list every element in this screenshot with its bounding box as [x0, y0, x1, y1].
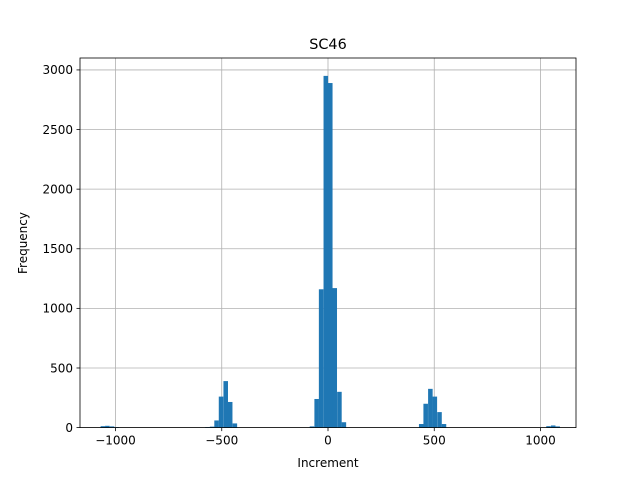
- y-tick-label: 0: [65, 421, 73, 435]
- histogram-bar: [324, 76, 329, 428]
- histogram-bar: [428, 389, 433, 428]
- histogram-bar: [419, 424, 424, 428]
- histogram-bar: [437, 412, 442, 427]
- y-tick-label: 1000: [42, 302, 73, 316]
- histogram-bar: [214, 420, 219, 427]
- x-tick-label: 1000: [525, 434, 556, 448]
- histogram-bar: [337, 392, 342, 428]
- histogram-bar: [223, 381, 228, 427]
- chart-title: SC46: [309, 37, 347, 53]
- histogram-bar: [228, 402, 233, 428]
- histogram-bar: [423, 404, 428, 428]
- x-tick-label: −1000: [95, 434, 136, 448]
- y-tick-label: 2000: [42, 182, 73, 196]
- y-tick-label: 3000: [42, 63, 73, 77]
- histogram-bar: [233, 423, 238, 427]
- y-tick-label: 500: [50, 361, 73, 375]
- x-tick-label: −500: [205, 434, 238, 448]
- histogram-bar: [342, 422, 347, 427]
- x-axis-label: Increment: [297, 456, 358, 470]
- histogram-bar: [319, 289, 324, 427]
- y-tick-label: 1500: [42, 242, 73, 256]
- y-tick-label: 2500: [42, 123, 73, 137]
- x-tick-label: 0: [324, 434, 332, 448]
- histogram-bar: [314, 399, 319, 428]
- histogram-bar: [219, 397, 224, 428]
- y-axis-label: Frequency: [16, 212, 30, 274]
- x-tick-label: 500: [423, 434, 446, 448]
- histogram-bar: [433, 397, 438, 428]
- histogram-bar: [442, 424, 447, 428]
- histogram-bar: [328, 83, 333, 428]
- histogram-bar: [332, 288, 337, 427]
